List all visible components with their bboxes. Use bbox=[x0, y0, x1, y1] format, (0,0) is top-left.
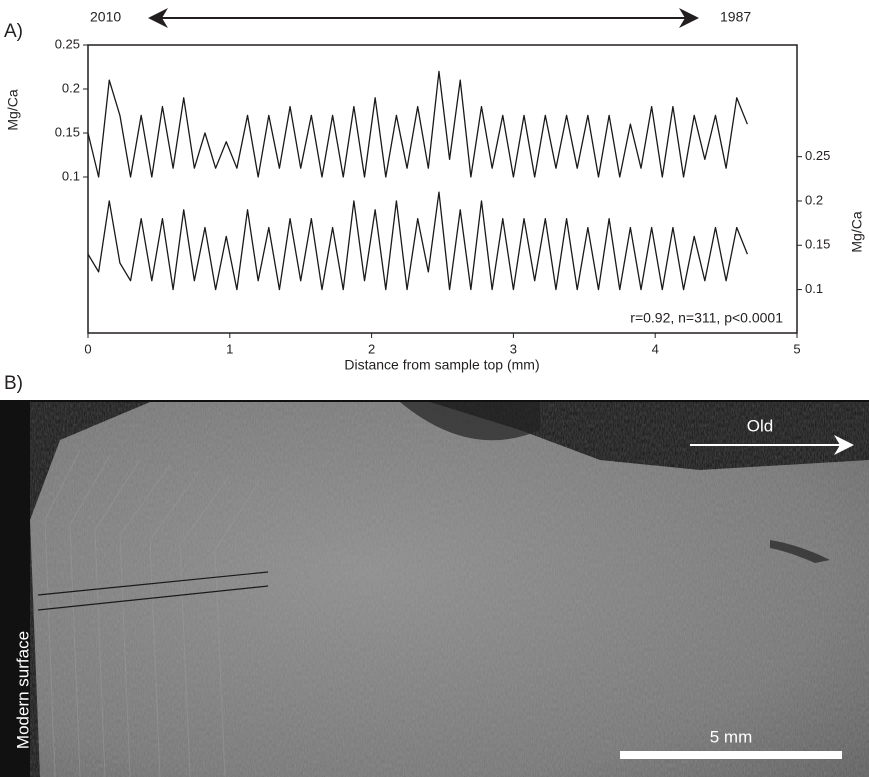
panel-label: A) bbox=[4, 21, 23, 42]
y2-tick-label: 0.25 bbox=[805, 148, 830, 163]
x-axis-label: Distance from sample top (mm) bbox=[344, 357, 539, 373]
x-tick-label: 0 bbox=[84, 341, 91, 356]
y-tick-label: 0.15 bbox=[55, 124, 80, 139]
scale-label: 5 mm bbox=[710, 727, 753, 746]
top-label: 2010 bbox=[90, 9, 121, 25]
x-tick-label: 2 bbox=[368, 341, 375, 356]
arrow-label: Old bbox=[747, 416, 773, 435]
series-line bbox=[87, 70, 748, 178]
annotation: r=0.92, n=311, p<0.0001 bbox=[630, 310, 783, 326]
y2-tick-label: 0.1 bbox=[805, 281, 823, 296]
x-tick-label: 3 bbox=[510, 341, 517, 356]
sample-texture bbox=[30, 402, 869, 777]
surface-label: Modern surface bbox=[13, 631, 32, 749]
laser-track bbox=[37, 585, 269, 611]
panel-label: B) bbox=[4, 373, 23, 394]
y2-tick-label: 0.15 bbox=[805, 237, 830, 252]
y-tick-label: 0.2 bbox=[62, 80, 80, 95]
plot-frame bbox=[87, 44, 798, 334]
x-tick-label: 5 bbox=[793, 341, 800, 356]
y2-axis-label: Mg/Ca bbox=[849, 211, 865, 252]
laser-track bbox=[37, 571, 269, 596]
y-tick-label: 0.1 bbox=[62, 168, 80, 183]
y-tick-label: 0.25 bbox=[55, 36, 80, 51]
scale-bar bbox=[620, 751, 842, 759]
photo: Old Modern surface 5 mm bbox=[0, 400, 869, 777]
dark-spot bbox=[400, 402, 830, 563]
y2-tick-label: 0.2 bbox=[805, 192, 823, 207]
series-line bbox=[87, 191, 748, 291]
x-tick-label: 4 bbox=[652, 341, 659, 356]
x-tick-label: 1 bbox=[226, 341, 233, 356]
growth-bands bbox=[44, 449, 261, 777]
top-label: 1987 bbox=[720, 9, 751, 25]
y-axis-label: Mg/Ca bbox=[5, 89, 21, 130]
